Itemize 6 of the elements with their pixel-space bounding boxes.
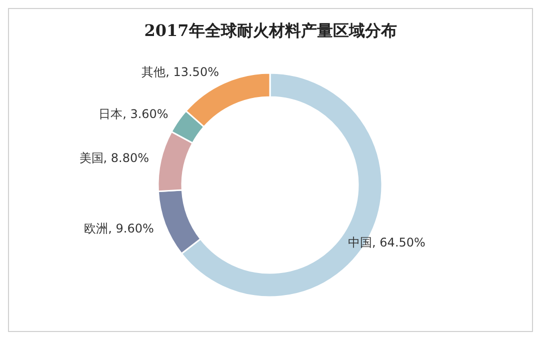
slice-label: 美国, 8.80% [79,151,149,166]
chart-title: 2017年全球耐火材料产量区域分布 [144,21,397,40]
slice-label: 中国, 64.50% [348,235,426,250]
slice-label: 日本, 3.60% [98,107,168,122]
slice-label: 欧洲, 9.60% [84,222,154,236]
slice-label: 其他, 13.50% [142,65,219,80]
